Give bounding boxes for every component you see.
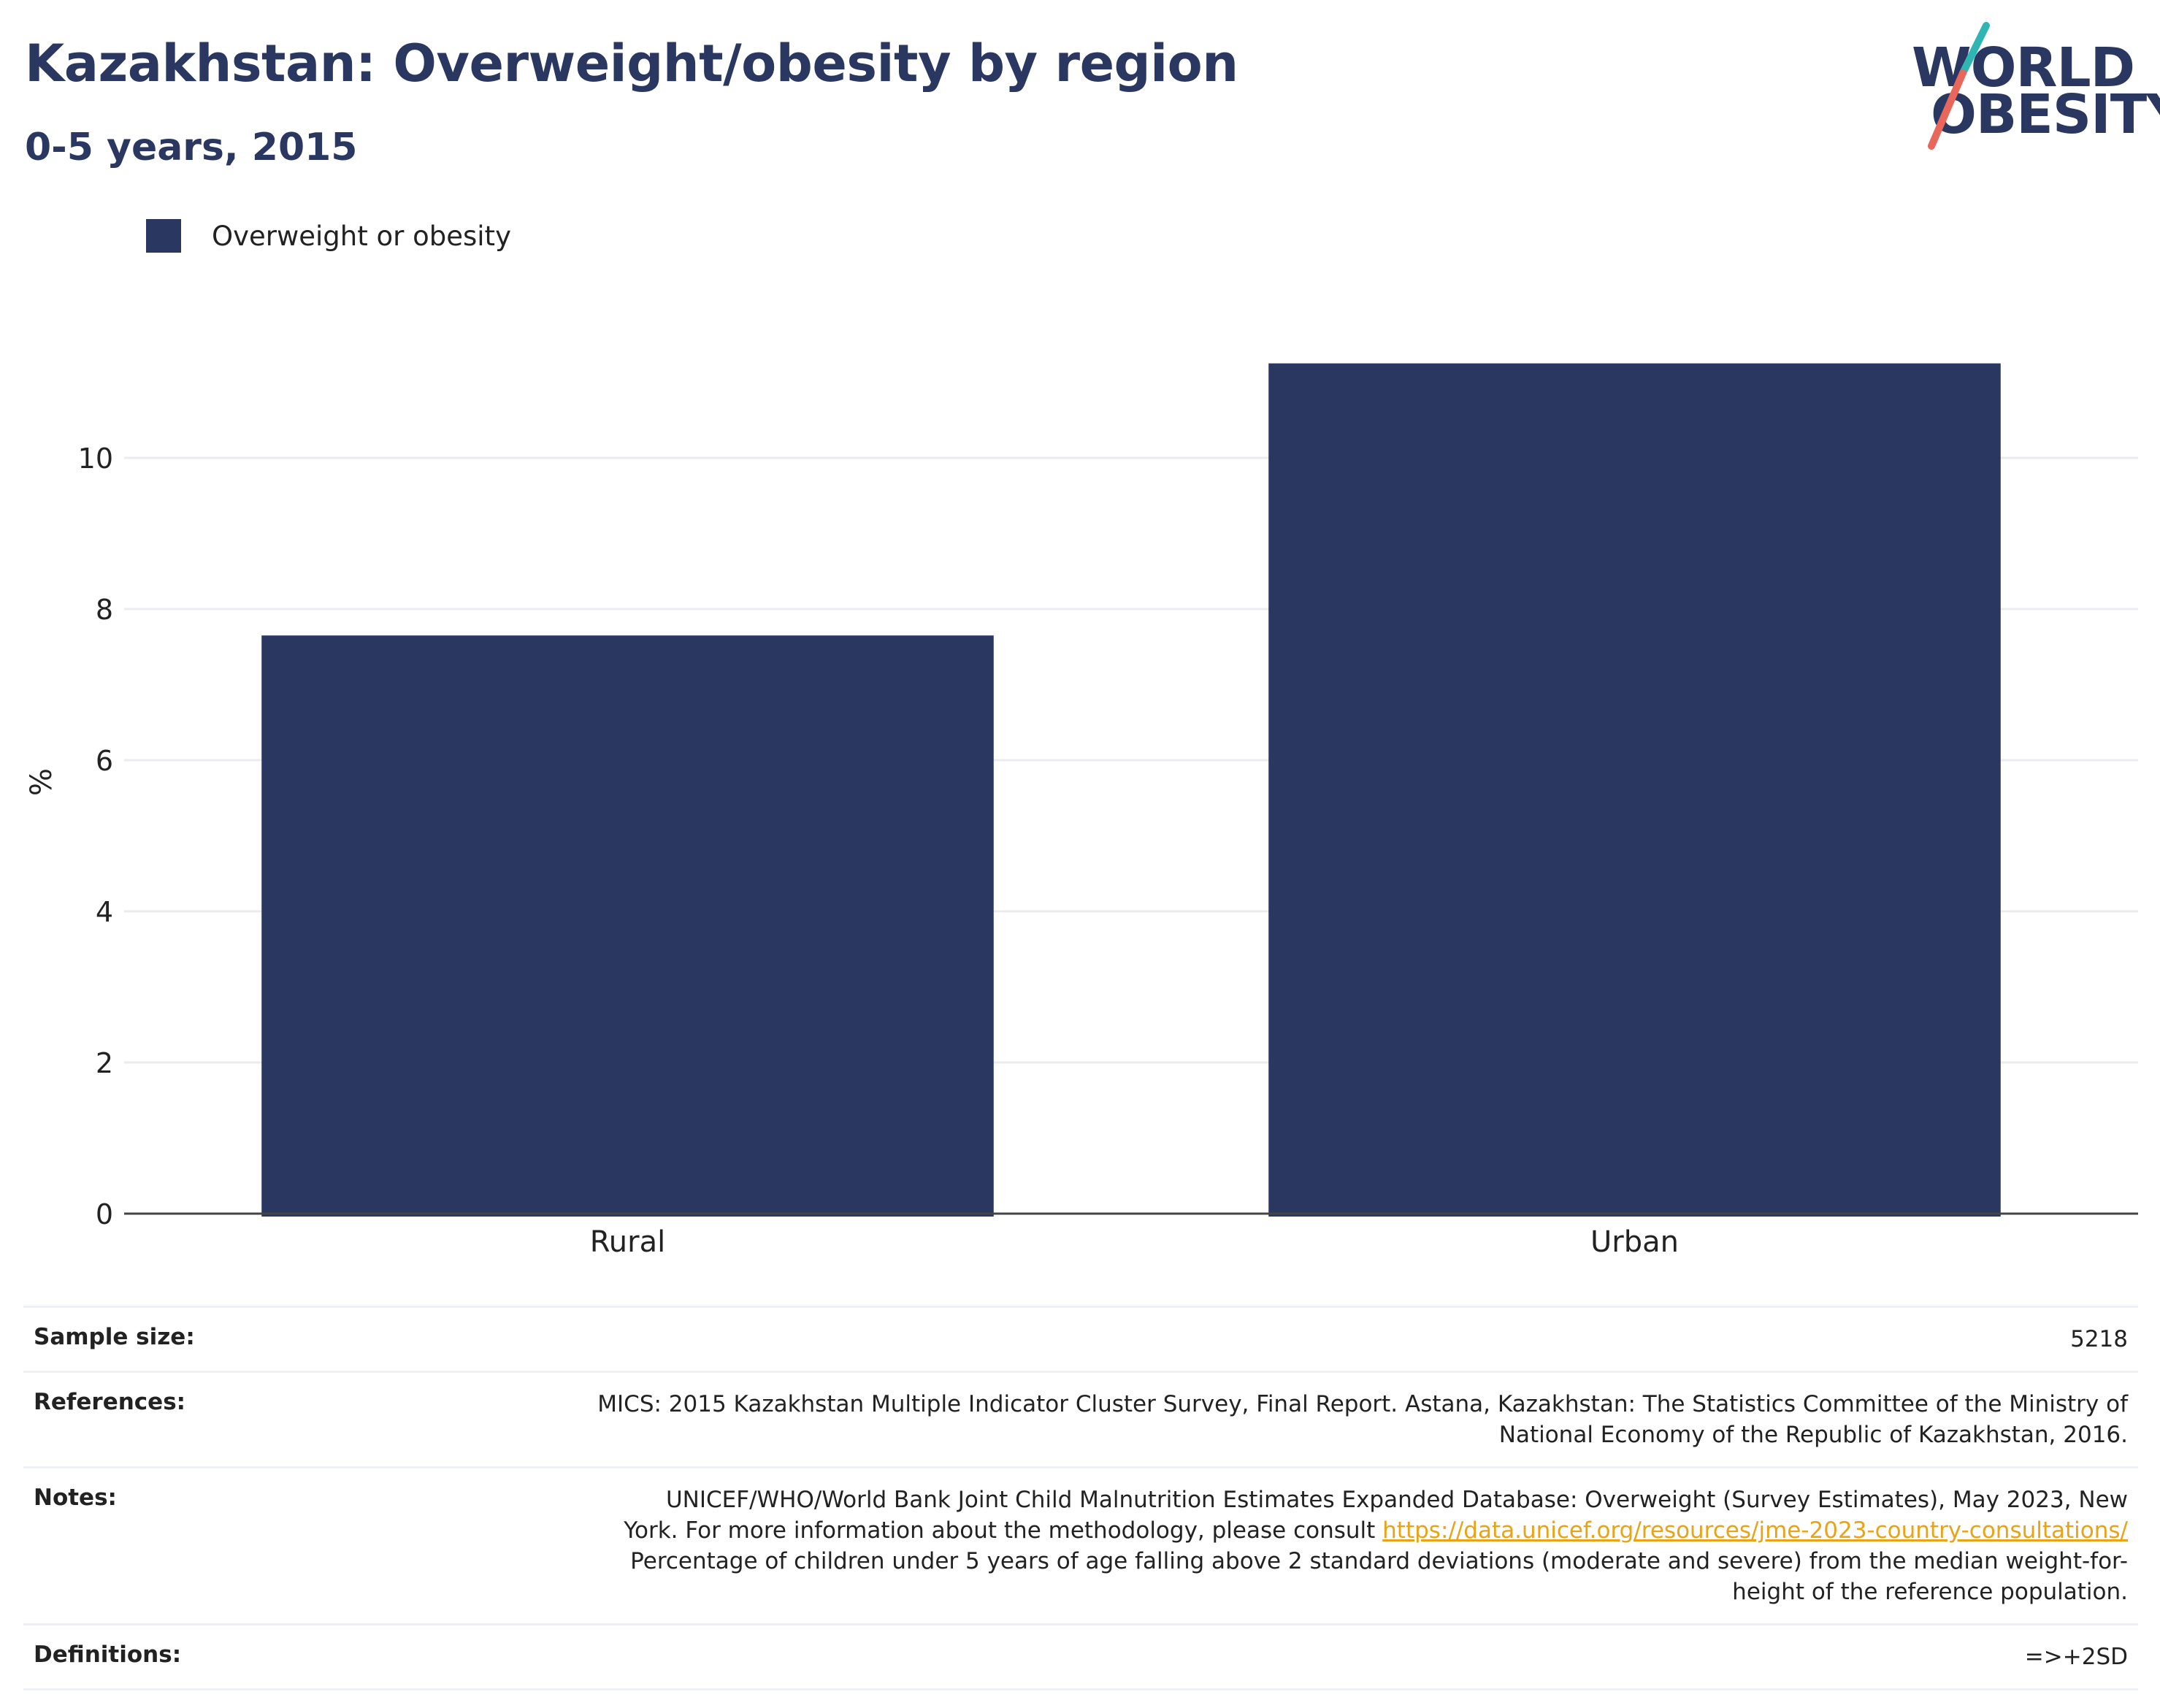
- bar-chart: 0 2 4 6 8 10 Rural Urban: [78, 363, 2138, 1259]
- x-tick-label: Rural: [590, 1225, 665, 1259]
- chart-legend: Overweight or obesity: [146, 219, 511, 253]
- world-obesity-logo: WORLD OBESITY: [1906, 22, 2160, 153]
- logo-slash-icon: [1928, 22, 1990, 150]
- legend-label: Overweight or obesity: [212, 220, 511, 252]
- notes-line4: height of the reference population.: [1732, 1579, 2128, 1605]
- meta-row-definitions: Definitions: =>+2SD: [23, 1623, 2138, 1690]
- chart-title: Kazakhstan: Overweight/obesity by region: [25, 34, 1238, 93]
- x-tick-label: Urban: [1590, 1225, 1679, 1259]
- legend-swatch: [146, 219, 181, 253]
- references-line1: MICS: 2015 Kazakhstan Multiple Indicator…: [597, 1391, 2128, 1417]
- definitions-label: Definitions:: [34, 1642, 182, 1668]
- logo-text-world: WORLD: [1912, 37, 2135, 99]
- notes-line2-prefix: York. For more information about the met…: [624, 1517, 1383, 1544]
- y-tick-label: 4: [96, 896, 113, 928]
- y-tick-label: 0: [96, 1198, 113, 1230]
- chart-subtitle: 0-5 years, 2015: [25, 126, 358, 169]
- meta-row-notes: Notes: UNICEF/WHO/World Bank Joint Child…: [23, 1466, 2138, 1623]
- references-label: References:: [34, 1389, 186, 1415]
- logo-text-obesity: OBESITY: [1931, 83, 2160, 146]
- y-tick-label: 10: [78, 443, 113, 475]
- notes-label: Notes:: [34, 1485, 117, 1511]
- sample-size-label: Sample size:: [34, 1324, 195, 1350]
- notes-value: UNICEF/WHO/World Bank Joint Child Malnut…: [624, 1485, 2128, 1607]
- notes-methodology-link[interactable]: https://data.unicef.org/resources/jme-20…: [1382, 1517, 2128, 1544]
- bar-rural: [261, 635, 994, 1217]
- notes-line3: Percentage of children under 5 years of …: [630, 1548, 2128, 1574]
- metadata-table: Sample size: 5218 References: MICS: 2015…: [23, 1306, 2138, 1690]
- y-tick-label: 6: [96, 745, 113, 777]
- meta-row-references: References: MICS: 2015 Kazakhstan Multip…: [23, 1371, 2138, 1466]
- sample-size-value: 5218: [2070, 1326, 2128, 1352]
- y-tick-label: 8: [96, 594, 113, 626]
- references-line2: National Economy of the Republic of Kaza…: [1498, 1422, 2128, 1448]
- references-value: MICS: 2015 Kazakhstan Multiple Indicator…: [597, 1389, 2128, 1450]
- meta-row-sample-size: Sample size: 5218: [23, 1306, 2138, 1371]
- definitions-value: =>+2SD: [2024, 1644, 2128, 1670]
- notes-line1: UNICEF/WHO/World Bank Joint Child Malnut…: [665, 1487, 2128, 1513]
- y-tick-label: 2: [96, 1047, 113, 1079]
- bar-urban: [1268, 363, 2001, 1217]
